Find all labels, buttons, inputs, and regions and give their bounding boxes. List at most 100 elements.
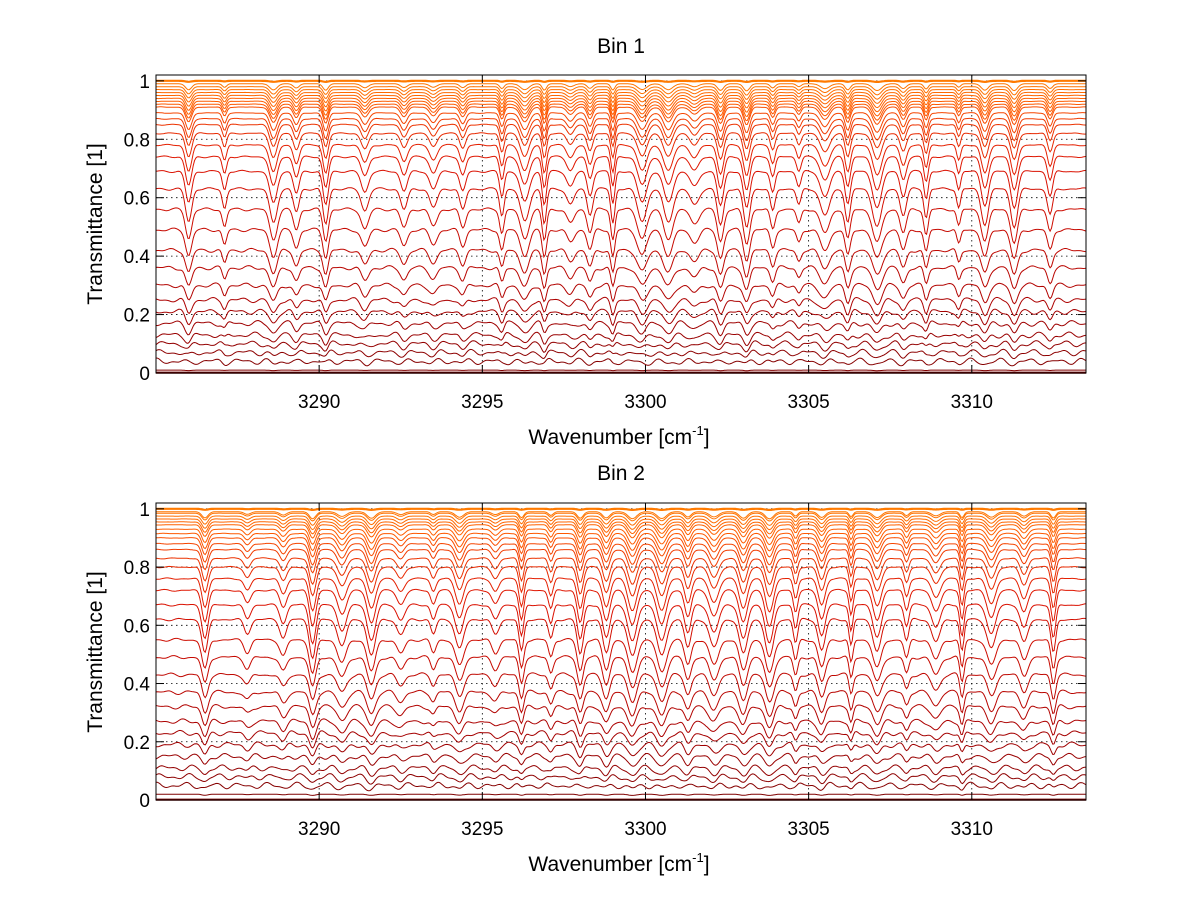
spectrum-line — [155, 265, 1087, 291]
bin-2-axes-box — [155, 502, 1087, 801]
spectrum-line — [156, 507, 1086, 512]
spectrum-line — [155, 91, 1086, 105]
bin-2-x-label-close: ] — [704, 853, 710, 876]
spectrum-line — [155, 764, 1087, 777]
spectrum-line — [155, 577, 1087, 613]
spectrum-line — [155, 772, 1087, 785]
spectrum-line — [156, 100, 1087, 117]
spectrum-line — [155, 537, 1086, 558]
spectrum-line — [155, 718, 1087, 741]
x-tick-label: 3305 — [787, 819, 829, 840]
spectrum-line — [155, 741, 1087, 759]
bin-2-series-group — [155, 507, 1087, 801]
spectrum-line — [155, 169, 1087, 210]
spectrum-line — [155, 518, 1086, 531]
x-tick-label: 3300 — [624, 392, 666, 413]
spectrum-line — [156, 511, 1087, 520]
spectrum-line — [155, 123, 1087, 150]
bin-2-x-label-main: Wavenumber [cm — [528, 853, 692, 876]
bin-1-title: Bin 1 — [597, 35, 645, 58]
bin-2-panel: Bin 2 3290 3295 3300 3305 3310 0 0.2 0.4 0.6 0.8… — [84, 462, 1087, 876]
bin-2-x-label-sup: -1 — [692, 850, 704, 865]
bin-2-x-axis-label: Wavenumber [cm-1] — [528, 850, 709, 876]
y-tick-label: 0.2 — [124, 733, 150, 754]
x-tick-label: 3300 — [624, 819, 666, 840]
spectrum-line — [156, 512, 1086, 522]
x-tick-label: 3295 — [461, 819, 503, 840]
y-tick-label: 0.6 — [124, 616, 150, 637]
bin-2-x-ticks: 3290 3295 3300 3305 3310 — [298, 503, 993, 840]
y-tick-label: 0.4 — [124, 247, 151, 268]
spectrum-line — [155, 247, 1087, 278]
spectrum-line — [155, 103, 1087, 122]
spectrum-line — [155, 532, 1086, 552]
bin-1-y-ticks: 0 0.2 0.4 0.6 0.8 1 — [124, 72, 1086, 385]
bin-1-x-label-close: ] — [704, 426, 710, 449]
spectrum-line — [155, 187, 1087, 229]
y-tick-label: 1 — [139, 72, 150, 93]
spectrum-line — [155, 603, 1087, 645]
spectrum-line — [155, 588, 1087, 628]
spectrum-line — [156, 143, 1087, 176]
spectrum-line — [155, 672, 1087, 704]
spectrum-line — [155, 357, 1087, 367]
spectrum-line — [156, 88, 1086, 100]
spectrum-line — [155, 548, 1087, 574]
spectrum-line — [155, 207, 1087, 245]
spectrum-line — [155, 94, 1086, 109]
bin-1-x-label-main: Wavenumber [cm — [528, 426, 692, 449]
spectrum-line — [155, 296, 1087, 317]
y-tick-label: 0 — [139, 364, 150, 385]
spectrum-line — [155, 348, 1087, 360]
spectrum-line — [155, 565, 1087, 598]
spectrum-line — [156, 521, 1086, 535]
x-tick-label: 3305 — [787, 392, 829, 413]
spectrum-line — [156, 369, 1086, 372]
spectrum-line — [155, 282, 1087, 306]
spectrum-line — [155, 117, 1087, 142]
spectrum-line — [155, 689, 1087, 718]
spectrum-line — [156, 97, 1087, 113]
spectrum-line — [155, 308, 1087, 327]
spectrum-line — [156, 793, 1086, 796]
spectrum-line — [156, 524, 1086, 539]
spectrum-line — [155, 331, 1087, 347]
spectrum-line — [155, 557, 1087, 586]
bin-2-y-ticks: 0 0.2 0.4 0.6 0.8 1 — [124, 500, 1086, 812]
y-tick-label: 1 — [139, 500, 150, 521]
spectrum-line — [156, 528, 1087, 546]
spectrum-line — [155, 729, 1087, 749]
bin-1-axes-box — [155, 74, 1087, 374]
spectrum-line — [155, 752, 1087, 768]
spectrum-line — [155, 617, 1087, 660]
bin-1-x-axis-label: Wavenumber [cm-1] — [528, 423, 709, 449]
spectrum-line — [155, 106, 1086, 126]
spectrum-line — [155, 132, 1087, 161]
spectrum-line — [155, 340, 1087, 354]
spectrum-line — [156, 781, 1087, 792]
y-tick-label: 0.6 — [124, 189, 150, 210]
bin-2-title: Bin 2 — [597, 462, 645, 485]
bin-2-y-axis-label: Transmittance [1] — [84, 571, 107, 732]
y-tick-label: 0 — [139, 791, 150, 812]
spectrum-line — [156, 227, 1087, 262]
spectrum-line — [156, 637, 1087, 675]
spectrum-line — [156, 83, 1086, 92]
x-tick-label: 3295 — [461, 392, 503, 413]
y-tick-label: 0.8 — [124, 558, 150, 579]
y-tick-label: 0.8 — [124, 130, 150, 151]
x-tick-label: 3310 — [951, 392, 993, 413]
bin-1-panel: Bin 1 3290 3295 3300 3305 3310 0 0.2 0.4 0.6 0.8… — [84, 35, 1087, 449]
y-tick-label: 0.2 — [124, 306, 150, 327]
spectrum-line — [155, 112, 1087, 134]
spectrum-line — [155, 703, 1087, 729]
x-tick-label: 3290 — [298, 392, 340, 413]
bin-1-x-label-sup: -1 — [692, 423, 704, 438]
x-tick-label: 3290 — [298, 819, 340, 840]
spectrum-line — [156, 79, 1086, 84]
x-tick-label: 3310 — [951, 819, 993, 840]
bin-1-x-ticks: 3290 3295 3300 3305 3310 — [298, 75, 993, 413]
spectrum-line — [156, 542, 1087, 566]
